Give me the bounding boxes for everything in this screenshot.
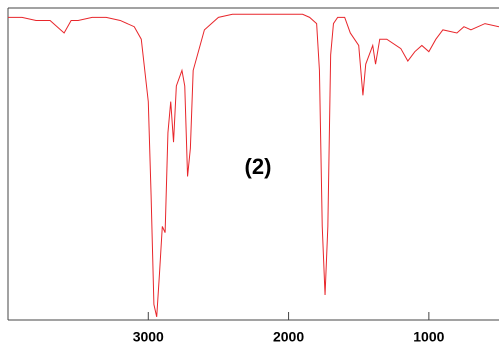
annotation: (2) xyxy=(245,154,272,179)
spectrum-line xyxy=(8,13,499,317)
x-tick-label: 3000 xyxy=(133,329,164,345)
x-tick-label: 2000 xyxy=(273,329,304,345)
x-tick-label: 1000 xyxy=(413,329,444,345)
